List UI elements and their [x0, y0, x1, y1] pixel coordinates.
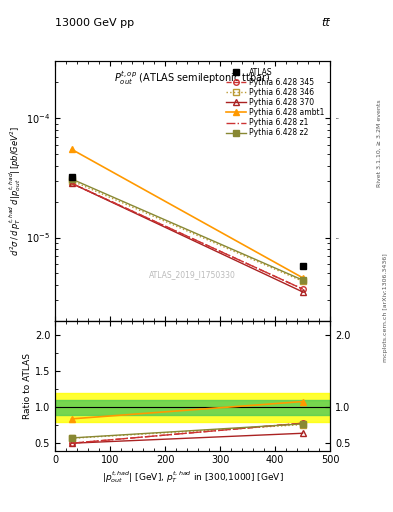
Y-axis label: $d^2\sigma\,/\,d\,p_T^{t,had}\,d\,|p_{out}^{t,had}|\,[pb/GeV^2]$: $d^2\sigma\,/\,d\,p_T^{t,had}\,d\,|p_{ou…	[7, 126, 23, 257]
Y-axis label: Ratio to ATLAS: Ratio to ATLAS	[23, 353, 32, 419]
Text: Rivet 3.1.10, ≥ 3.2M events: Rivet 3.1.10, ≥ 3.2M events	[377, 99, 382, 187]
Bar	[55, 393, 330, 422]
Text: mcplots.cern.ch [arXiv:1306.3436]: mcplots.cern.ch [arXiv:1306.3436]	[383, 253, 387, 361]
Text: $P_{out}^{t,op}$ (ATLAS semileptonic ttbar): $P_{out}^{t,op}$ (ATLAS semileptonic ttb…	[114, 69, 271, 87]
Legend: ATLAS, Pythia 6.428 345, Pythia 6.428 346, Pythia 6.428 370, Pythia 6.428 ambt1,: ATLAS, Pythia 6.428 345, Pythia 6.428 34…	[224, 65, 326, 140]
Text: 13000 GeV pp: 13000 GeV pp	[55, 18, 134, 28]
Text: ATLAS_2019_I1750330: ATLAS_2019_I1750330	[149, 270, 236, 279]
X-axis label: $|p_{out}^{t,had}|$ [GeV], $p_T^{t,had}$ in [300,1000] [GeV]: $|p_{out}^{t,had}|$ [GeV], $p_T^{t,had}$…	[102, 470, 283, 485]
Text: tt̅: tt̅	[321, 18, 330, 28]
Bar	[55, 400, 330, 415]
